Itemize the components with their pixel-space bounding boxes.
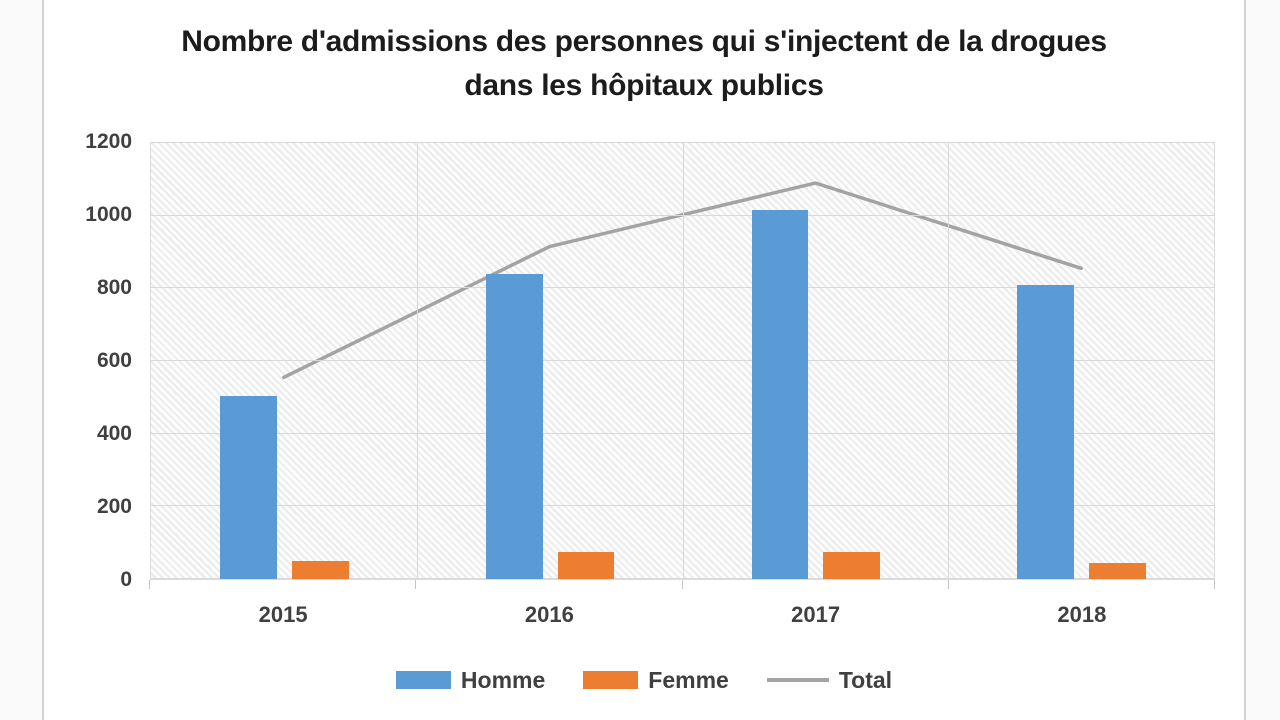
bar-femme-2016 xyxy=(557,551,615,579)
x-axis-tick xyxy=(681,580,683,589)
x-axis-label-2016: 2016 xyxy=(524,602,574,627)
y-axis-tick-label: 800 xyxy=(96,275,132,299)
vertical-gridline xyxy=(416,143,418,579)
legend-label-total: Total xyxy=(838,666,893,693)
x-axis: 2015 2016 2017 2018 xyxy=(150,602,1215,636)
category-2018 xyxy=(948,143,1214,579)
legend-label-femme: Femme xyxy=(648,666,729,693)
bar-femme-2018 xyxy=(1089,562,1146,579)
x-axis-label-2015: 2015 xyxy=(258,602,308,627)
vertical-gridline xyxy=(682,143,684,579)
femme-color-swatch xyxy=(583,671,639,689)
x-axis-tick xyxy=(1214,580,1215,589)
chart-title-line-1: Nombre d'admissions des personnes qui s'… xyxy=(181,25,1107,58)
x-axis-label-2017: 2017 xyxy=(791,602,841,627)
legend-label-homme: Homme xyxy=(460,666,546,693)
bar-femme-2017 xyxy=(823,551,881,579)
slide-left-margin xyxy=(0,0,44,720)
chart-title-line-2: dans les hôpitaux publics xyxy=(464,69,824,102)
category-2015 xyxy=(151,143,417,579)
legend-item-total: Total xyxy=(766,666,893,694)
y-axis-tick-label: 400 xyxy=(96,421,132,445)
bar-femme-2015 xyxy=(291,560,349,579)
y-axis-tick-label: 0 xyxy=(120,568,132,591)
x-axis-tick xyxy=(947,580,949,589)
bar-homme-2015 xyxy=(220,395,277,579)
legend-item-femme: Femme xyxy=(583,667,729,694)
homme-color-swatch xyxy=(395,671,451,689)
y-axis-tick-label: 600 xyxy=(96,349,132,372)
category-2016 xyxy=(417,143,683,579)
x-axis-tick xyxy=(415,580,417,589)
slide-right-margin xyxy=(1244,0,1280,720)
y-axis-tick-label: 1000 xyxy=(85,202,132,226)
chart-title: Nombre d'admissions des personnes qui s'… xyxy=(48,20,1240,108)
x-axis-ticks xyxy=(149,580,1215,590)
vertical-gridline xyxy=(948,143,950,579)
x-axis-label-2018: 2018 xyxy=(1057,602,1107,627)
y-axis-tick-label: 1200 xyxy=(85,130,132,153)
x-axis-tick xyxy=(149,580,150,589)
legend: Homme Femme Total xyxy=(48,660,1240,700)
plot-area xyxy=(150,142,1215,580)
bar-homme-2017 xyxy=(751,210,809,579)
bar-homme-2018 xyxy=(1017,284,1075,579)
y-axis-tick-label: 200 xyxy=(96,495,132,518)
bar-homme-2016 xyxy=(485,273,543,579)
y-axis: 0 200 400 600 800 1000 1200 xyxy=(40,130,132,591)
horizontal-gridline xyxy=(151,142,1214,143)
total-line-swatch xyxy=(766,678,829,682)
category-2017 xyxy=(683,143,949,579)
legend-item-homme: Homme xyxy=(395,666,546,694)
